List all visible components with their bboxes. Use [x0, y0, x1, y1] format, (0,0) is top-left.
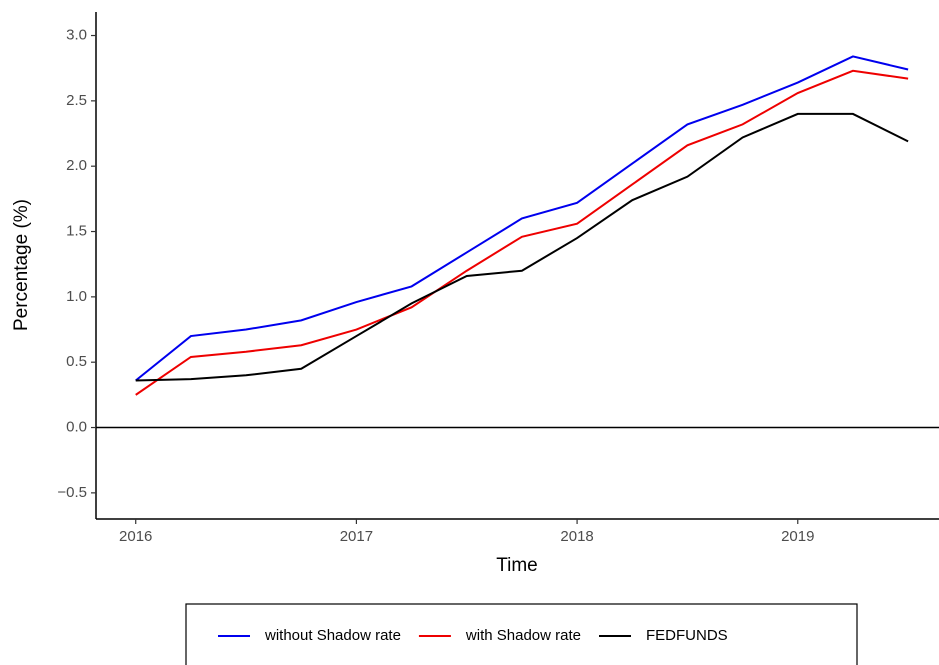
y-tick-label: 0.0	[66, 418, 87, 435]
y-tick-label: 3.0	[66, 26, 87, 43]
line-series	[135, 55, 909, 382]
y-tick-label: 1.5	[66, 222, 87, 239]
x-tick-label: 2017	[340, 528, 373, 545]
legend-label: with Shadow rate	[465, 627, 581, 644]
y-tick-label: −0.5	[57, 484, 87, 501]
x-tick-label: 2016	[119, 528, 152, 545]
y-tick-label: 2.5	[66, 92, 87, 109]
x-axis-label: Time	[496, 555, 538, 576]
x-tick-label: 2018	[560, 528, 593, 545]
y-tick-label: 0.5	[66, 353, 87, 370]
legend-label: without Shadow rate	[264, 627, 401, 644]
line-series	[135, 69, 909, 396]
x-tick-label: 2019	[781, 528, 814, 545]
y-tick-label: 1.0	[66, 288, 87, 305]
line-series	[135, 112, 909, 382]
y-tick-label: 2.0	[66, 157, 87, 174]
legend-label: FEDFUNDS	[646, 627, 728, 644]
legend-box	[185, 603, 858, 665]
y-axis-label: Percentage (%)	[11, 199, 32, 331]
